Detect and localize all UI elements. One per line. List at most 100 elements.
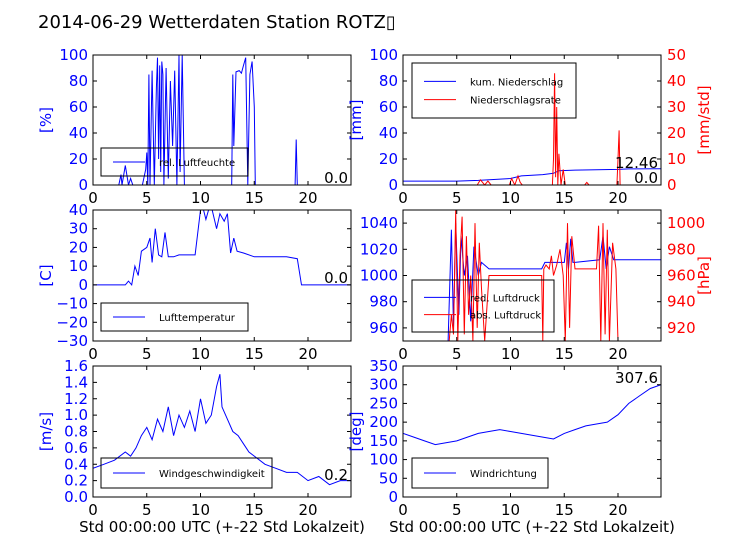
y2-axis-label: [mm/std] xyxy=(695,85,713,154)
x-tick-label: 20 xyxy=(298,501,317,519)
legend-box xyxy=(411,279,555,333)
x-tick-label: 10 xyxy=(191,345,210,363)
y-tick-label: 40 xyxy=(379,124,398,142)
y2-tick-label: 0 xyxy=(667,176,677,194)
last-value: 0.2 xyxy=(324,466,348,484)
y-tick-label: 0 xyxy=(388,176,398,194)
plot-frame xyxy=(92,209,352,342)
legend-label: kum. Niederschlag xyxy=(470,77,563,88)
chart-panel-1: 0 5 10 15 20 0 20 40 60 80 100 [%] rel. Luftfeuchte 0… xyxy=(37,46,352,207)
legend: Windgeschwindigkeit xyxy=(100,457,273,489)
legend: kum. Niederschlag Niederschlagsrate xyxy=(411,62,577,119)
y-tick-label: −30 xyxy=(56,332,88,350)
x-tick-label: 20 xyxy=(608,501,627,519)
chart-panel-4: 0 5 10 15 20 960 980 1000 1020 1040 920 940 960 980 10… xyxy=(360,209,713,363)
y-tick-label: 30 xyxy=(69,220,88,238)
y-tick-label: −10 xyxy=(56,295,88,313)
y2-tick-label: 50 xyxy=(667,46,686,64)
x-tick-label: 5 xyxy=(142,501,152,519)
legend-box xyxy=(411,457,549,489)
x-tick-label: 15 xyxy=(245,345,264,363)
legend-box xyxy=(100,147,249,177)
x-axis-label-left: Std 00:00:00 UTC (+-22 Std Lokalzeit) xyxy=(79,518,365,536)
x-tick-label: 15 xyxy=(245,189,264,207)
y-tick-label: 1040 xyxy=(360,214,398,232)
x-tick-label: 10 xyxy=(191,501,210,519)
series-line-1 xyxy=(93,374,351,486)
legend-label: Windrichtung xyxy=(470,469,537,480)
y-tick-label: 100 xyxy=(369,451,398,469)
x-tick-label: 20 xyxy=(298,189,317,207)
figure-title: 2014-06-29 Wetterdaten Station ROTZ▯ xyxy=(38,12,396,33)
y-tick-label: 980 xyxy=(369,293,398,311)
y-tick-label: 1000 xyxy=(360,267,398,285)
x-tick-label: 5 xyxy=(452,189,462,207)
y-tick-label: 0.6 xyxy=(64,439,88,457)
x-tick-label: 15 xyxy=(555,345,574,363)
y2-tick-label: 940 xyxy=(667,293,696,311)
y-tick-label: 80 xyxy=(69,72,88,90)
legend-label: Lufttemperatur xyxy=(159,313,236,324)
chart-panel-5: 0 5 10 15 200.00.20.40.60.81.01.21.41.6[m/s]… xyxy=(37,357,352,519)
y-axis-label: [deg] xyxy=(347,412,365,452)
x-tick-label: 15 xyxy=(245,501,264,519)
y-tick-label: 50 xyxy=(379,469,398,487)
plot-frame xyxy=(402,54,662,186)
y2-tick-label: 980 xyxy=(667,240,696,258)
x-tick-label: 20 xyxy=(608,189,627,207)
legend-label: abs. Luftdruck xyxy=(470,311,541,322)
x-tick-label: 0 xyxy=(398,345,408,363)
x-tick-label: 15 xyxy=(555,189,574,207)
x-tick-label: 5 xyxy=(142,189,152,207)
last-value-2: 0.0 xyxy=(634,169,658,187)
legend-box xyxy=(411,62,577,119)
y-tick-label: 80 xyxy=(379,72,398,90)
series-line-1 xyxy=(93,210,351,287)
series-line-1 xyxy=(93,55,351,185)
y-tick-label: −20 xyxy=(56,313,88,331)
y2-tick-label: 1000 xyxy=(667,214,705,232)
y-tick-label: 0.2 xyxy=(64,472,88,490)
y-tick-label: 10 xyxy=(69,257,88,275)
plot-frame xyxy=(92,54,352,186)
x-tick-label: 0 xyxy=(88,345,98,363)
chart-panel-6: 0 5 10 15 20050100150200250300350[deg]Windri… xyxy=(347,357,662,519)
last-value: 0.0 xyxy=(324,269,348,287)
y-tick-label: 0.4 xyxy=(64,455,88,473)
y-axis-label: [m/s] xyxy=(37,412,55,451)
y-tick-label: 960 xyxy=(369,319,398,337)
y-tick-label: 20 xyxy=(69,150,88,168)
last-value: 0.0 xyxy=(324,169,348,187)
y-tick-label: 200 xyxy=(369,413,398,431)
series-line-2 xyxy=(403,210,661,341)
series-line-1 xyxy=(403,384,661,446)
y-tick-label: 20 xyxy=(69,238,88,256)
y-tick-label: 40 xyxy=(69,201,88,219)
x-tick-label: 20 xyxy=(298,345,317,363)
x-tick-label: 5 xyxy=(142,345,152,363)
y-tick-label: 150 xyxy=(369,432,398,450)
y-tick-label: 350 xyxy=(369,357,398,375)
y-tick-label: 1020 xyxy=(360,240,398,258)
y-tick-label: 1.0 xyxy=(64,406,88,424)
y-tick-label: 0 xyxy=(78,276,88,294)
series-line-2 xyxy=(403,73,661,185)
y-tick-label: 100 xyxy=(59,46,88,64)
legend-label: Windgeschwindigkeit xyxy=(159,469,265,480)
y-tick-label: 100 xyxy=(369,46,398,64)
y-tick-label: 0.8 xyxy=(64,423,88,441)
legend-box xyxy=(100,302,249,332)
chart-panel-3: 0 5 10 15 20−30−20−10010203040[C]Lufttempera… xyxy=(37,201,352,363)
y-tick-label: 1.4 xyxy=(64,373,88,391)
x-tick-label: 0 xyxy=(88,501,98,519)
last-value: 307.6 xyxy=(615,369,658,387)
chart-panel-2: 0 5 10 15 20 0 20 40 60 80 100 0 10 20 30 40 50 [mm] [mm/s… xyxy=(347,46,713,207)
y-tick-label: 1.6 xyxy=(64,357,88,375)
plot-frame xyxy=(402,365,662,498)
y-tick-label: 250 xyxy=(369,394,398,412)
y2-tick-label: 960 xyxy=(667,267,696,285)
x-tick-label: 10 xyxy=(501,501,520,519)
x-axis-label-right: Std 00:00:00 UTC (+-22 Std Lokalzeit) xyxy=(389,518,675,536)
y2-tick-label: 20 xyxy=(667,124,686,142)
y-tick-label: 60 xyxy=(379,98,398,116)
